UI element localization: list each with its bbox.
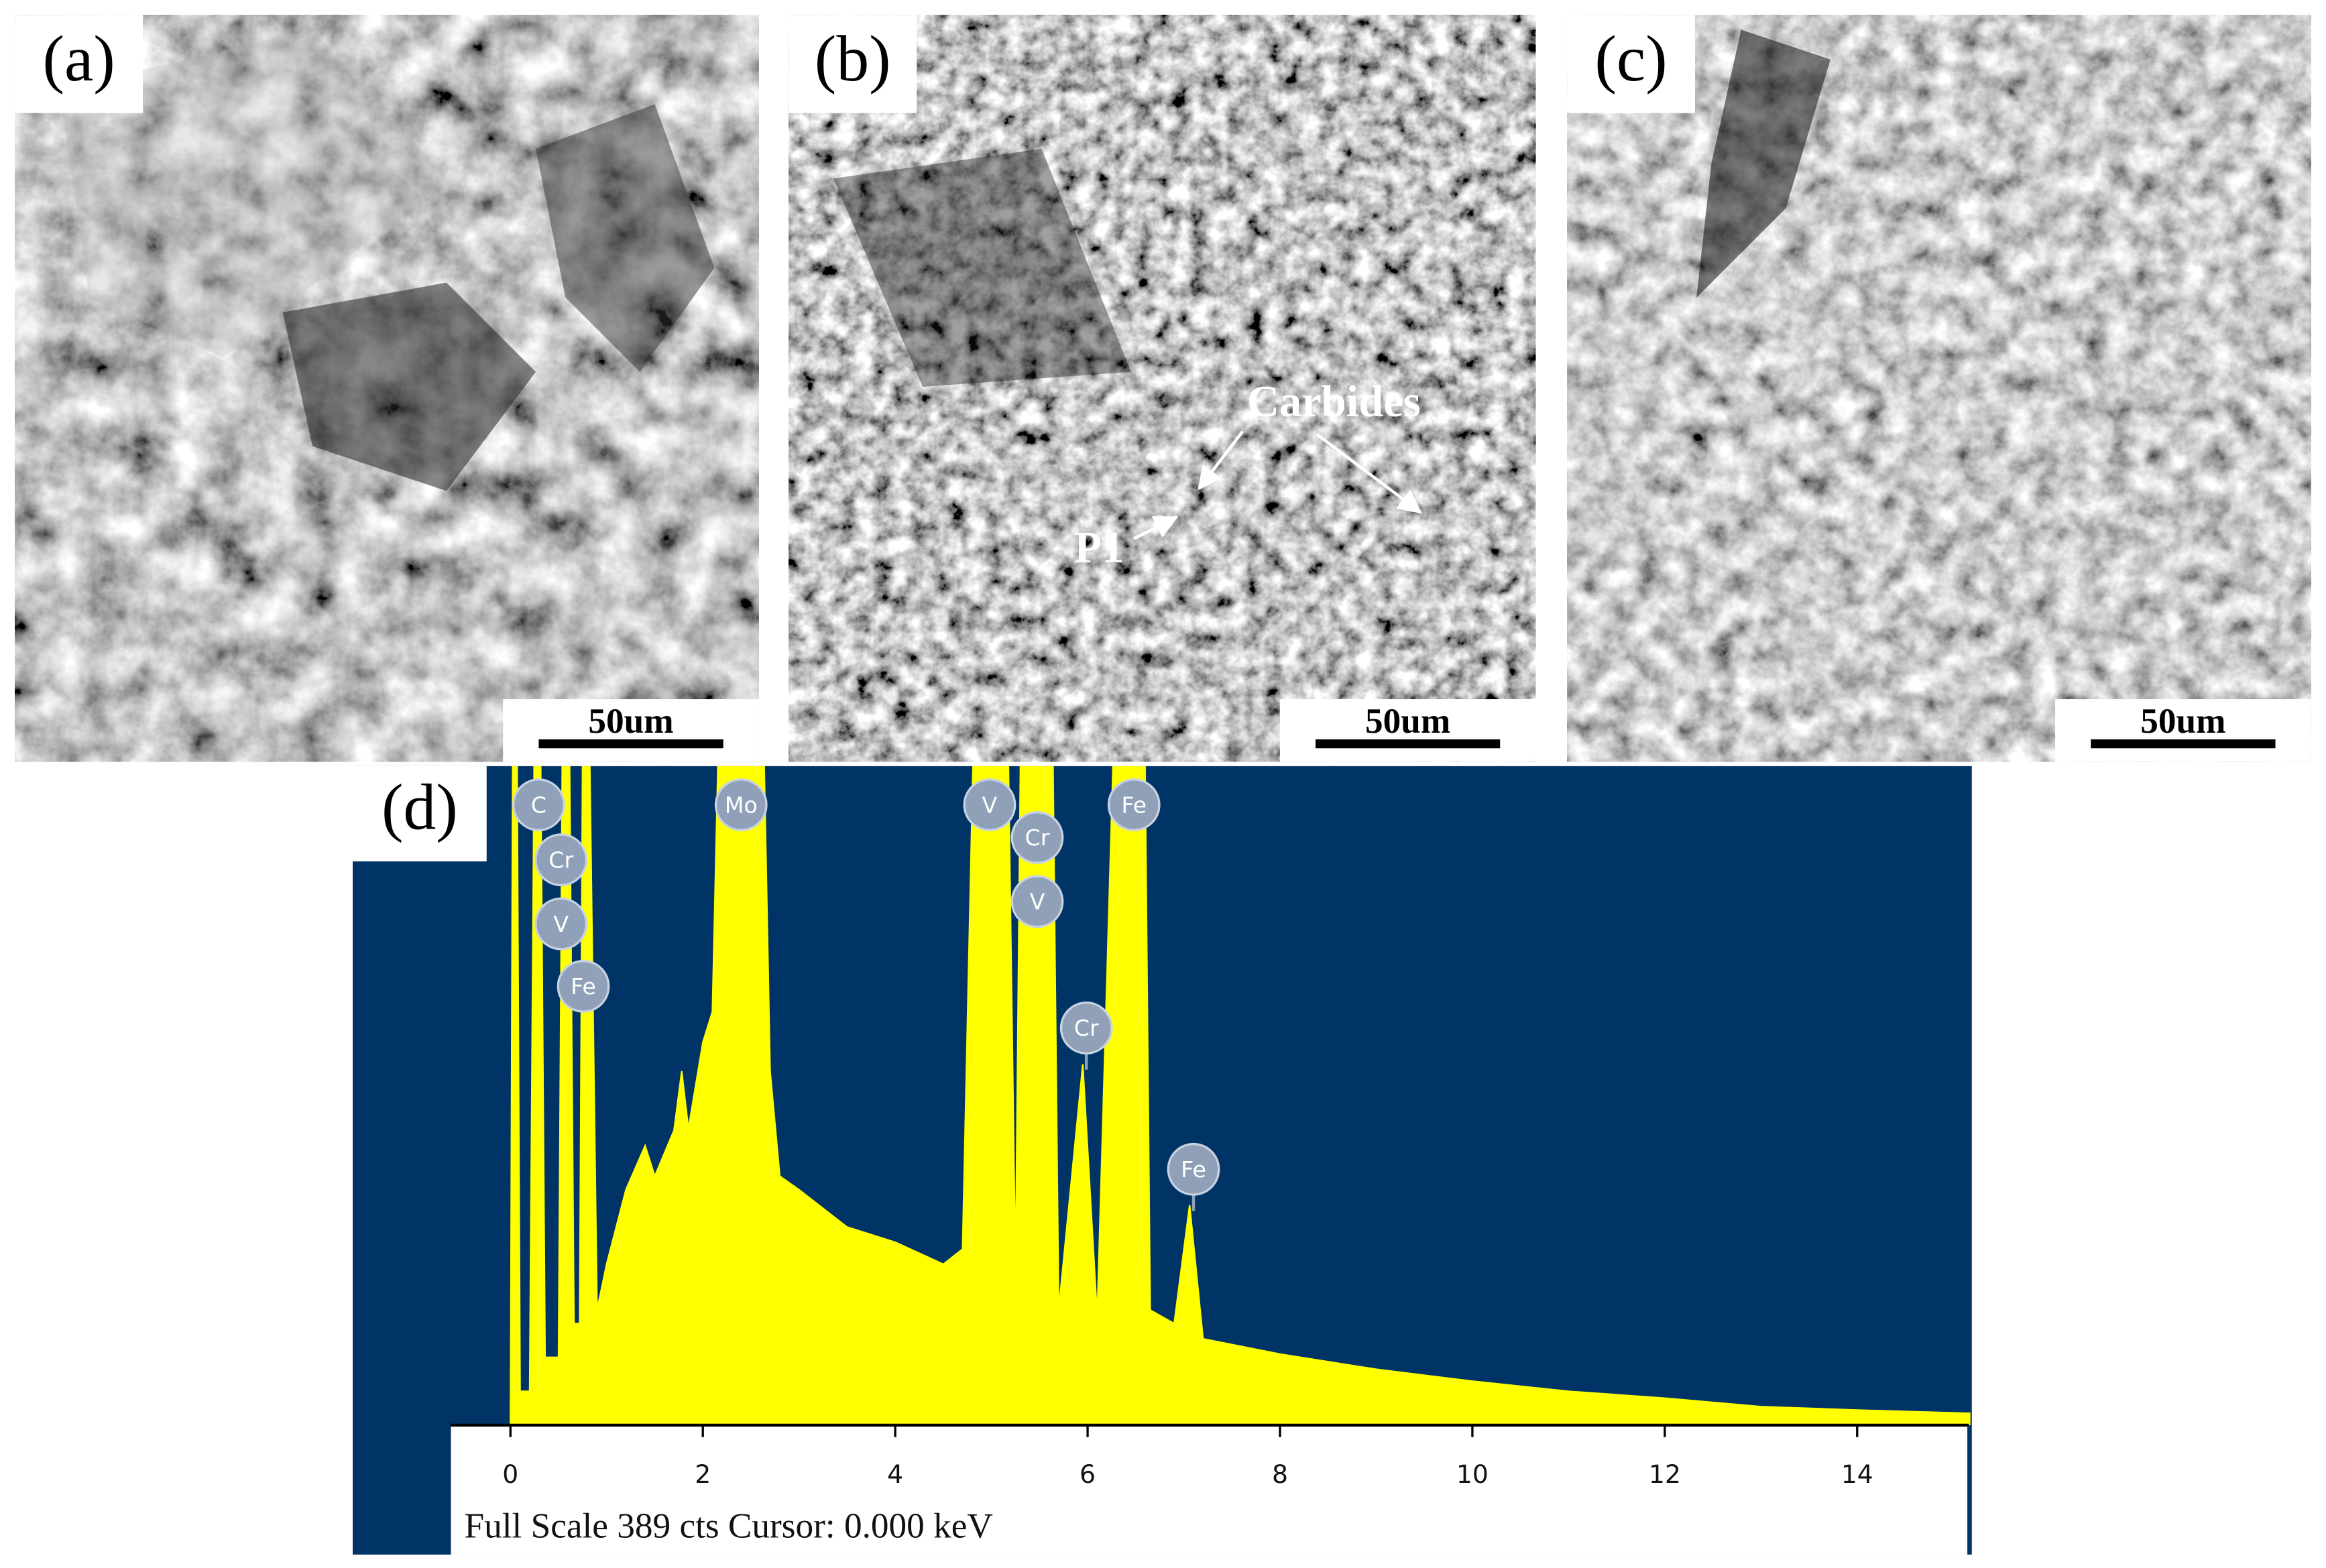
peak-label: V: [553, 911, 569, 937]
scale-bar-box: [2055, 699, 2311, 762]
annotation: Carbides: [1247, 377, 1421, 426]
peak-label: Cr: [1025, 825, 1050, 851]
x-tick-label: 8: [1272, 1459, 1288, 1489]
scale-bar-box: [503, 699, 759, 762]
axis-strip: [451, 1425, 1969, 1555]
arrow: [1316, 433, 1422, 514]
sem-image-b: [789, 15, 1536, 762]
peak-marker: [963, 778, 1016, 831]
peak-marker: [534, 833, 588, 887]
peak-marker: [1167, 1142, 1220, 1196]
footer: Full Scale 389 cts Cursor: 0.000 keV: [464, 1506, 992, 1546]
peak-marker: [512, 778, 565, 831]
arrow: [1133, 516, 1179, 540]
peak-marker: [714, 778, 768, 831]
peak-marker: [1010, 810, 1064, 864]
label-box: [789, 15, 917, 113]
peak-marker: [557, 959, 610, 1013]
peak-marker: [1059, 1002, 1113, 1054]
peak-label: Fe: [1181, 1156, 1206, 1183]
panel-label: (b): [815, 23, 891, 95]
sem-image-c: [1567, 15, 2311, 762]
peak-label: Cr: [1074, 1015, 1099, 1041]
peak-marker: [534, 897, 588, 951]
x-tick-label: 6: [1080, 1459, 1096, 1489]
scale-bar-box: [1279, 699, 1536, 762]
peak-labels: C Cr V Fe Mo V Cr V Fe Cr Fe: [512, 778, 1220, 1211]
label-box: [15, 15, 143, 113]
x-axis-ticks: 0 2 4 6 8 10 12 14: [502, 1425, 1873, 1489]
panel-label: (a): [42, 23, 115, 95]
x-tick-label: 12: [1649, 1459, 1681, 1489]
peak-label: C: [531, 792, 546, 818]
panel-label: (c): [1594, 23, 1667, 95]
label-box: [353, 766, 487, 861]
x-tick-label: 2: [695, 1459, 711, 1489]
arrow: [1198, 430, 1244, 491]
plot-area: [510, 766, 1971, 1425]
scale-bar-label: 50um: [588, 701, 673, 741]
x-tick-label: 4: [887, 1459, 903, 1489]
peak-label: Fe: [571, 973, 596, 1000]
peak-label: V: [1030, 889, 1045, 915]
x-tick-label: 0: [502, 1459, 518, 1489]
peak-marker: [1107, 778, 1161, 831]
spectrum: [510, 766, 1971, 1425]
peak-marker: [1010, 875, 1064, 928]
peak-label: Mo: [725, 792, 758, 818]
x-tick-label: 10: [1456, 1459, 1489, 1489]
panel-label: (d): [382, 771, 458, 843]
label-box: [1567, 15, 1695, 113]
scale-bar-label: 50um: [1365, 701, 1450, 741]
peak-label: Cr: [548, 847, 573, 873]
peak-label: Fe: [1121, 792, 1147, 818]
scale-bar-label: 50um: [2140, 701, 2225, 741]
peak-label: V: [982, 792, 998, 818]
x-tick-label: 14: [1841, 1459, 1873, 1489]
sem-image-a: [15, 15, 759, 762]
annotation: P1: [1074, 524, 1124, 572]
